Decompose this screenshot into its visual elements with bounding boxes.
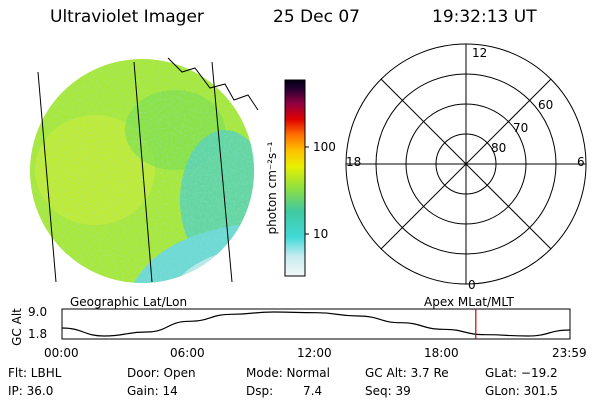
gc-alt-status: GC Alt: 3.7 Re	[365, 366, 449, 380]
time-tick-1800: 18:00	[424, 346, 459, 360]
meridian-diag-2	[380, 78, 552, 250]
time-tick-1200: 12:00	[297, 346, 332, 360]
coastline	[167, 57, 259, 111]
seq-status: Seq: 39	[365, 384, 411, 398]
time-tick-2359: 23:59	[552, 346, 587, 360]
uv-image-panel	[30, 57, 259, 283]
observation-date: 25 Dec 07	[273, 7, 360, 27]
glat-status: GLat: −19.2	[485, 366, 558, 380]
colorbar-tick-10: 10	[313, 227, 329, 241]
mlt-label-0: 0	[468, 278, 476, 292]
observation-time: 19:32:13 UT	[432, 7, 537, 27]
gain-status: Gain: 14	[127, 384, 178, 398]
geographic-meridian-lines	[37, 57, 259, 283]
altitude-plot-frame	[61, 308, 571, 340]
alt-tick-9: 9.0	[28, 305, 48, 319]
instrument-title: Ultraviolet Imager	[50, 7, 204, 27]
colorbar-unit-label: photon cm⁻²s⁻¹	[265, 141, 279, 235]
lat-label-70: 70	[513, 121, 529, 135]
colorbar-tick-100: 100	[313, 140, 336, 154]
alt-tick-1-8: 1.8	[28, 327, 48, 341]
apex-label: Apex MLat/MLT	[424, 295, 514, 309]
polar-mlt-plot	[345, 43, 587, 285]
door-status: Door: Open	[127, 366, 196, 380]
ip-status: IP: 36.0	[8, 384, 54, 398]
geographic-label: Geographic Lat/Lon	[70, 295, 188, 309]
filter-status: Flt: LBHL	[8, 366, 62, 380]
mlt-label-18: 18	[346, 155, 362, 169]
mlt-label-12: 12	[472, 46, 488, 60]
dsp-status-label: Dsp:	[246, 384, 274, 398]
colorbar	[284, 79, 309, 277]
glon-status: GLon: 301.5	[485, 384, 558, 398]
lat-label-80: 80	[491, 141, 507, 155]
mode-status: Mode: Normal	[246, 366, 330, 380]
altitude-series-line	[61, 311, 571, 337]
mlt-label-6: 6	[577, 155, 585, 169]
altitude-plot	[61, 308, 571, 340]
time-tick-0000: 00:00	[44, 346, 79, 360]
gc-alt-axis-label: GC Alt	[10, 308, 24, 346]
dsp-status-value: 7.4	[303, 384, 323, 398]
lat-label-60: 60	[538, 98, 554, 112]
time-tick-0600: 06:00	[170, 346, 205, 360]
colorbar-gradient	[284, 79, 306, 277]
